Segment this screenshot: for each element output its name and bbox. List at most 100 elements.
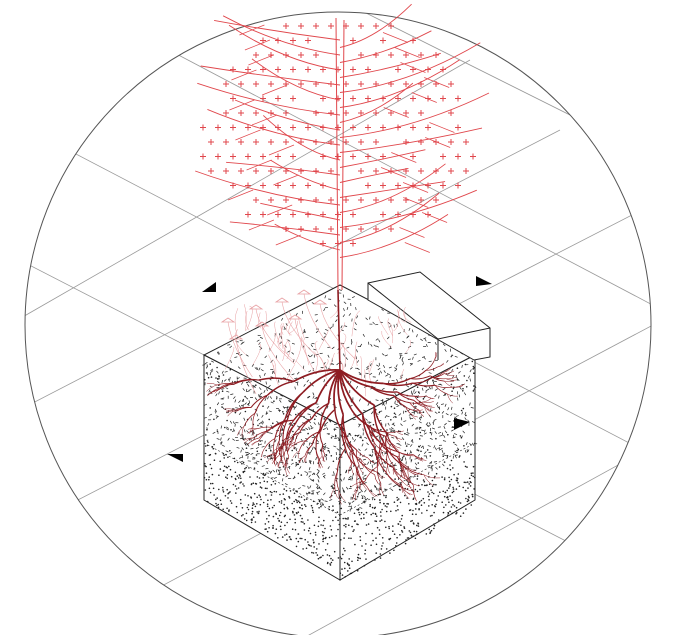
soil-grain <box>451 491 454 494</box>
soil-grain <box>408 530 411 532</box>
soil-grain <box>454 355 458 358</box>
soil-grain <box>329 326 333 329</box>
soil-grain <box>389 552 391 554</box>
soil-grain <box>447 407 450 411</box>
soil-grain <box>442 455 445 458</box>
plus-sign-icon <box>403 81 409 87</box>
soil-grain <box>252 502 254 504</box>
soil-grain <box>474 384 477 388</box>
soil-grain <box>343 547 345 550</box>
soil-grain <box>254 397 258 401</box>
plus-sign-icon <box>328 197 334 203</box>
soil-grain <box>370 343 373 347</box>
soil-grain <box>313 546 316 548</box>
tree-twig <box>425 137 451 148</box>
soil-grain <box>264 355 268 359</box>
soil-grain <box>265 494 267 496</box>
soil-grain <box>378 372 381 376</box>
soil-grain <box>467 375 471 379</box>
soil-grain <box>225 450 229 453</box>
soil-grain <box>442 388 446 391</box>
root-branch <box>279 447 281 456</box>
soil-grain <box>412 475 416 478</box>
soil-grain <box>387 503 390 505</box>
soil-grain <box>376 364 380 367</box>
soil-grain <box>378 499 381 501</box>
soil-grain <box>259 374 261 378</box>
soil-grain <box>224 426 226 429</box>
soil-grain <box>372 423 375 426</box>
soil-grain <box>371 411 374 415</box>
soil-grain <box>331 487 335 489</box>
soil-grain <box>472 475 475 478</box>
soil-grain <box>347 570 349 572</box>
mycelium-strand <box>287 310 292 324</box>
plus-sign-icon <box>253 52 259 58</box>
plus-sign-icon <box>410 95 416 102</box>
plus-sign-icon <box>380 124 386 131</box>
soil-grain <box>268 447 272 450</box>
soil-grain <box>379 557 382 559</box>
soil-grain <box>252 456 256 459</box>
soil-grain <box>441 449 444 453</box>
soil-grain <box>450 406 453 410</box>
soil-grain <box>296 371 300 375</box>
soil-grain <box>356 349 358 353</box>
soil-grain <box>413 410 417 413</box>
soil-grain <box>413 389 415 393</box>
plus-sign-icon <box>358 110 364 116</box>
soil-grain <box>450 413 453 417</box>
soil-grain <box>226 507 228 510</box>
soil-grain <box>443 478 446 481</box>
soil-grain <box>217 378 219 380</box>
soil-grain <box>330 561 333 564</box>
soil-grain <box>241 381 244 385</box>
root-branch <box>399 485 413 496</box>
soil-grain <box>318 520 320 523</box>
soil-grain <box>385 526 387 529</box>
root-branch <box>397 391 415 397</box>
soil-grain <box>381 403 385 406</box>
soil-grain <box>295 381 299 383</box>
soil-grain <box>309 532 312 535</box>
soil-grain <box>323 519 325 522</box>
soil-grain <box>258 394 260 398</box>
root-branch <box>319 409 336 432</box>
soil-grain <box>241 455 244 459</box>
soil-grain <box>279 511 282 514</box>
soil-grain <box>323 445 326 449</box>
soil-grain <box>315 483 319 486</box>
tree-branch <box>339 59 460 108</box>
soil-grain <box>306 379 309 383</box>
soil-grain <box>348 475 352 479</box>
soil-grain <box>400 518 403 520</box>
soil-grain <box>363 409 367 412</box>
soil-grain <box>234 460 236 463</box>
soil-grain <box>455 510 458 512</box>
soil-grain <box>450 383 453 386</box>
soil-grain <box>256 476 259 478</box>
soil-grain <box>246 390 250 393</box>
tree-twig <box>231 69 257 81</box>
soil-grain <box>466 481 469 483</box>
soil-grain <box>393 549 395 552</box>
soil-grain <box>306 446 309 450</box>
soil-grain <box>347 518 349 520</box>
soil-grain <box>363 458 367 461</box>
root-branch <box>407 470 412 482</box>
root-branch <box>376 466 382 484</box>
soil-grain <box>447 420 451 423</box>
soil-grain <box>227 437 230 441</box>
soil-grain <box>258 477 261 479</box>
soil-grain <box>320 501 322 506</box>
soil-grain <box>320 524 322 526</box>
root-branch <box>414 455 424 462</box>
soil-grain <box>340 329 344 332</box>
soil-grain <box>394 367 398 370</box>
root-branch <box>302 369 341 393</box>
soil-grain <box>388 348 392 350</box>
soil-grain <box>209 413 213 416</box>
mycelium-strand <box>381 330 392 348</box>
soil-grain <box>442 490 445 493</box>
